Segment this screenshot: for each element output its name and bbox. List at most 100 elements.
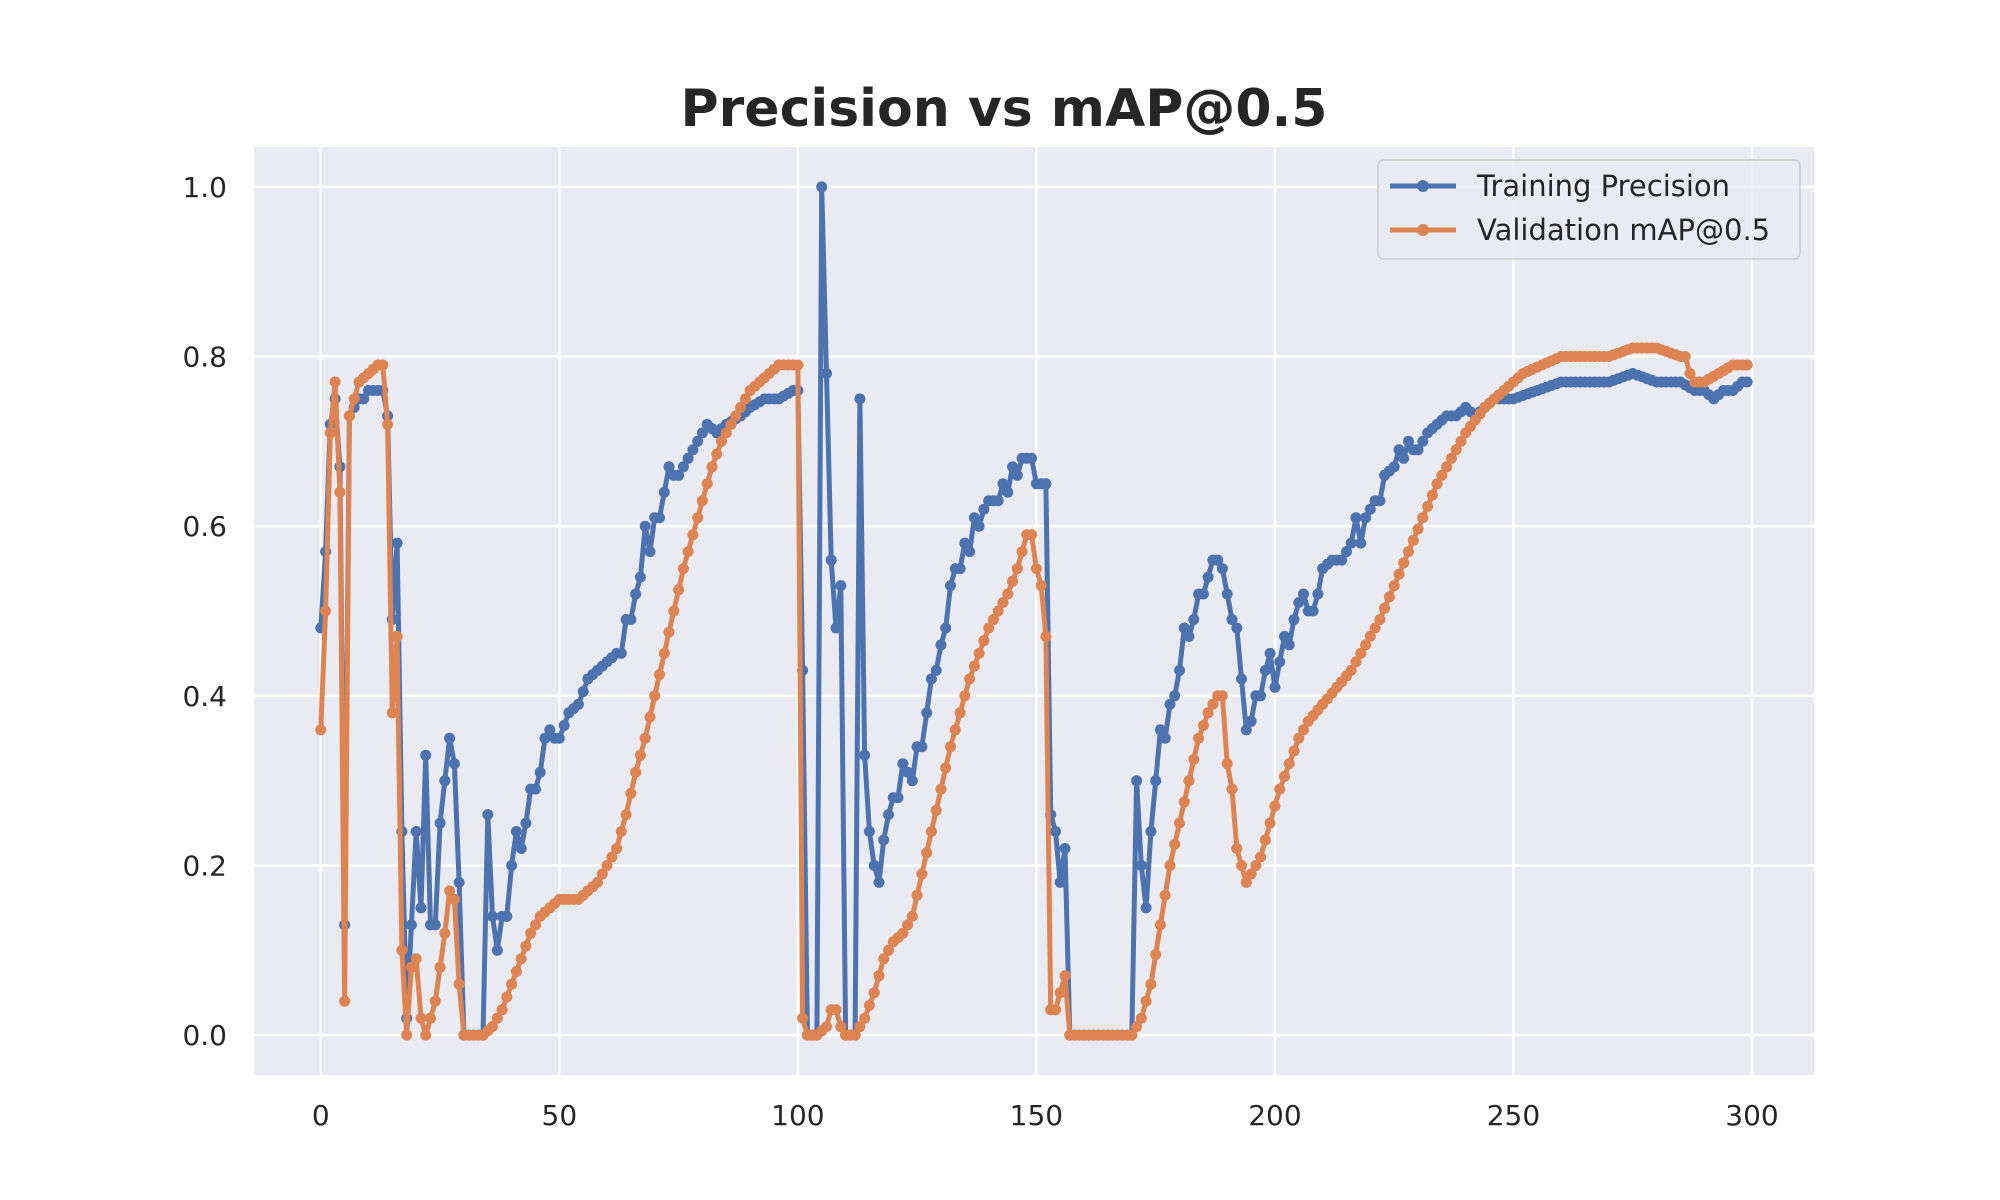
- data-point: [534, 766, 546, 778]
- data-point: [615, 647, 627, 659]
- data-point: [1336, 554, 1348, 566]
- data-point: [954, 707, 966, 719]
- data-point: [1040, 478, 1052, 490]
- data-point: [1202, 707, 1214, 719]
- data-point: [1231, 843, 1243, 854]
- data-point: [391, 630, 403, 642]
- data-point: [897, 927, 909, 939]
- data-point: [630, 766, 642, 778]
- data-point: [358, 393, 370, 405]
- data-point: [391, 537, 403, 549]
- data-point: [1169, 690, 1181, 702]
- data-point: [1269, 800, 1281, 812]
- data-point: [496, 1004, 508, 1016]
- data-point: [1169, 838, 1181, 850]
- data-point: [1207, 698, 1219, 710]
- data-point: [1255, 851, 1267, 863]
- y-tick-label: 0.0: [182, 1019, 227, 1052]
- data-point: [797, 1012, 809, 1024]
- x-tick-label: 0: [312, 1099, 330, 1132]
- data-point: [1398, 557, 1410, 569]
- data-point: [639, 520, 651, 532]
- x-tick-label: 300: [1725, 1099, 1778, 1132]
- data-point: [377, 359, 389, 371]
- data-point: [644, 546, 656, 558]
- data-point: [1216, 690, 1228, 702]
- data-point: [1174, 664, 1185, 676]
- data-point: [997, 597, 1009, 608]
- data-point: [482, 809, 494, 821]
- data-point: [1288, 745, 1300, 757]
- data-point: [658, 486, 670, 498]
- data-point: [821, 368, 832, 379]
- y-tick-label: 0.8: [182, 341, 227, 374]
- data-point: [1679, 351, 1691, 362]
- data-point: [1007, 575, 1018, 587]
- data-point: [1364, 630, 1376, 642]
- data-point: [510, 966, 522, 977]
- data-point: [1312, 588, 1324, 600]
- data-point: [925, 673, 937, 685]
- data-point: [410, 953, 422, 965]
- legend-marker-training-precision: [1417, 180, 1429, 192]
- data-point: [1145, 978, 1157, 990]
- data-point: [663, 461, 675, 473]
- data-point: [892, 792, 904, 804]
- data-point: [916, 741, 928, 753]
- data-point: [1259, 834, 1271, 846]
- data-point: [687, 529, 699, 541]
- data-point: [873, 876, 885, 888]
- x-tick-label: 50: [542, 1099, 578, 1132]
- data-point: [396, 944, 408, 956]
- data-point: [863, 999, 875, 1011]
- series-validation-map: [315, 342, 1753, 1041]
- data-point: [434, 961, 446, 973]
- data-point: [558, 720, 570, 731]
- data-point: [520, 940, 532, 952]
- data-point: [935, 783, 947, 795]
- data-point: [682, 452, 694, 464]
- data-point: [949, 724, 961, 736]
- data-point: [611, 843, 623, 854]
- data-point: [1150, 949, 1162, 960]
- data-point: [739, 393, 751, 405]
- data-point: [677, 563, 689, 575]
- data-point: [883, 944, 894, 956]
- data-point: [1236, 673, 1247, 685]
- data-point: [692, 512, 704, 524]
- data-point: [1388, 580, 1400, 592]
- data-point: [1236, 860, 1247, 871]
- data-point: [315, 724, 327, 736]
- data-point: [515, 843, 527, 854]
- data-point: [625, 787, 637, 799]
- y-tick-label: 1.0: [182, 171, 227, 204]
- data-point: [696, 495, 708, 507]
- data-point: [1016, 546, 1028, 558]
- data-point: [968, 512, 980, 524]
- data-point: [968, 660, 980, 672]
- legend-marker-validation-map: [1417, 224, 1429, 236]
- data-point: [1026, 452, 1038, 464]
- data-point: [696, 427, 708, 439]
- data-point: [1026, 529, 1038, 541]
- data-point: [658, 647, 670, 659]
- data-point: [1269, 681, 1281, 693]
- data-point: [1178, 622, 1190, 634]
- data-point: [1379, 602, 1391, 614]
- data-point: [992, 605, 1004, 617]
- data-point: [329, 376, 341, 388]
- data-point: [1374, 495, 1386, 507]
- data-point: [1059, 843, 1071, 854]
- data-point: [444, 732, 456, 744]
- data-point: [506, 860, 518, 871]
- data-point: [439, 927, 451, 939]
- data-point: [1221, 588, 1233, 600]
- data-point: [420, 1029, 432, 1041]
- data-point: [1131, 1021, 1143, 1033]
- data-point: [925, 826, 937, 837]
- data-point: [1140, 902, 1152, 914]
- data-point: [663, 626, 675, 638]
- data-point: [1283, 758, 1295, 770]
- data-point: [1259, 664, 1271, 676]
- data-point: [1126, 1029, 1138, 1041]
